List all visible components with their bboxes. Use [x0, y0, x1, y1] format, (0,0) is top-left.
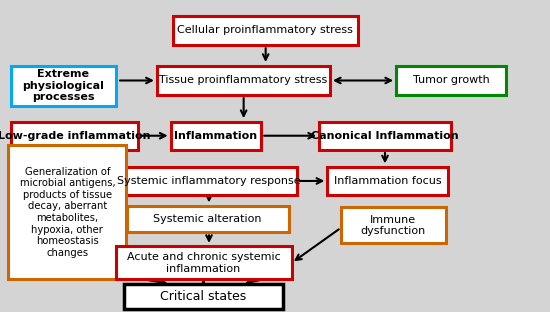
Text: Canonical Inflammation: Canonical Inflammation — [311, 131, 459, 141]
Text: Acute and chronic systemic
inflammation: Acute and chronic systemic inflammation — [126, 252, 280, 274]
Text: Systemic alteration: Systemic alteration — [153, 214, 262, 224]
FancyBboxPatch shape — [121, 167, 297, 195]
Text: Tissue proinflammatory stress: Tissue proinflammatory stress — [160, 75, 327, 85]
FancyBboxPatch shape — [8, 145, 127, 279]
Text: Immune
dysfunction: Immune dysfunction — [361, 215, 426, 236]
FancyBboxPatch shape — [170, 122, 261, 150]
FancyBboxPatch shape — [173, 16, 358, 45]
Text: Critical states: Critical states — [161, 290, 246, 303]
FancyBboxPatch shape — [396, 66, 506, 95]
Text: Tumor growth: Tumor growth — [412, 75, 490, 85]
FancyBboxPatch shape — [11, 122, 138, 150]
FancyBboxPatch shape — [327, 167, 448, 195]
Text: Systemic inflammatory response: Systemic inflammatory response — [117, 176, 301, 186]
Text: Low-grade inflammation: Low-grade inflammation — [0, 131, 151, 141]
Text: Inflammation: Inflammation — [174, 131, 257, 141]
Text: Cellular proinflammatory stress: Cellular proinflammatory stress — [178, 25, 353, 36]
Text: Extreme
physiological
processes: Extreme physiological processes — [23, 69, 104, 102]
FancyBboxPatch shape — [124, 284, 283, 309]
FancyBboxPatch shape — [126, 206, 289, 232]
FancyBboxPatch shape — [116, 246, 292, 279]
FancyBboxPatch shape — [319, 122, 451, 150]
FancyBboxPatch shape — [341, 207, 446, 243]
Text: Inflammation focus: Inflammation focus — [334, 176, 442, 186]
Text: Generalization of
microbial antigens,
products of tissue
decay, aberrant
metabol: Generalization of microbial antigens, pr… — [20, 167, 115, 258]
FancyBboxPatch shape — [157, 66, 330, 95]
FancyBboxPatch shape — [11, 66, 116, 106]
